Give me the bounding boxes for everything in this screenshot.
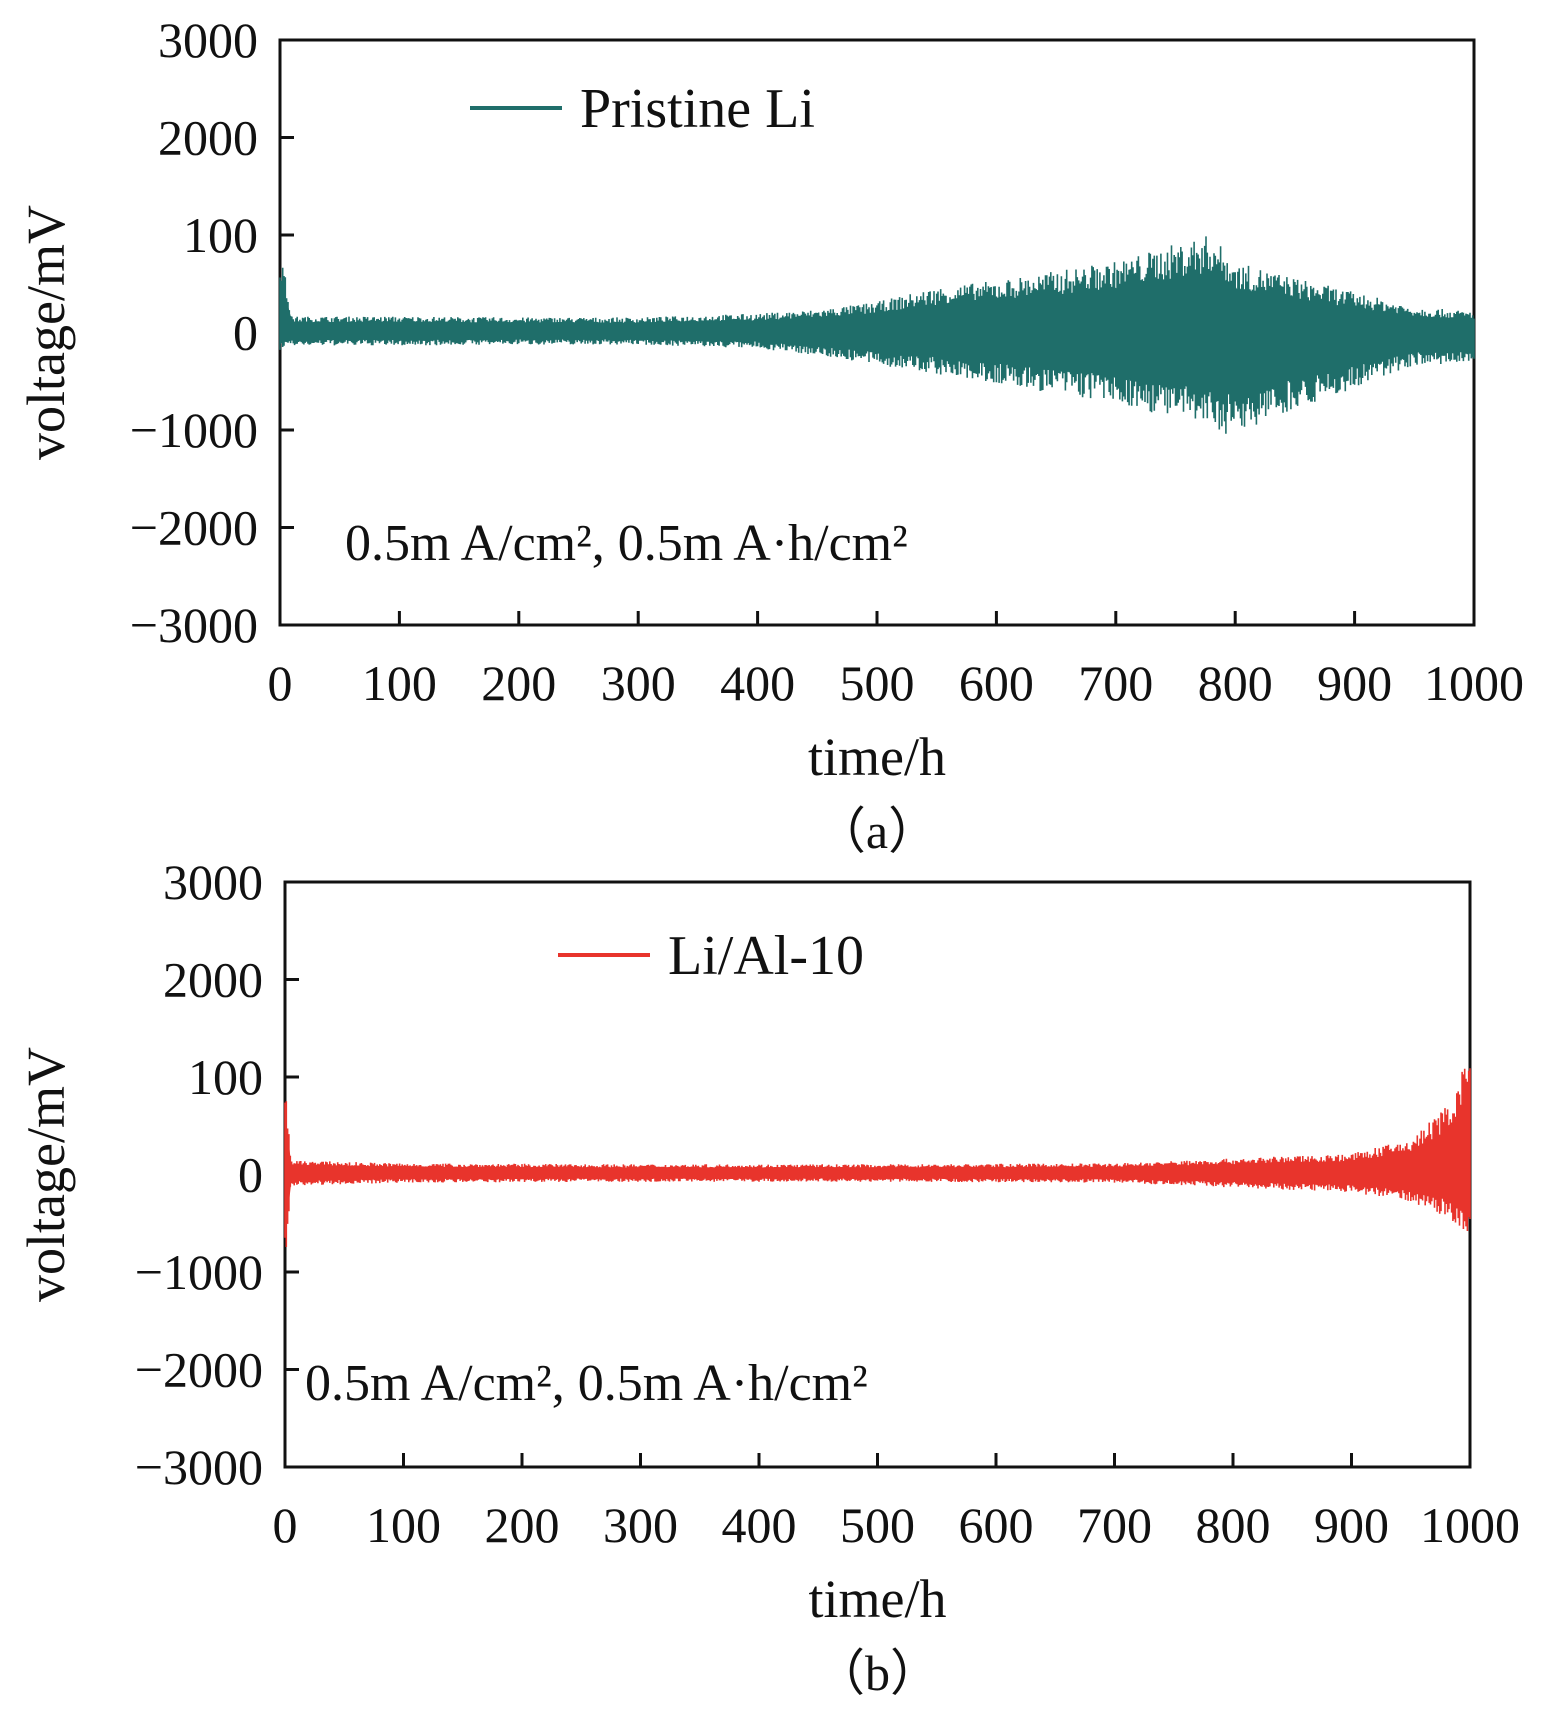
x-tick-label: 600 xyxy=(959,655,1034,711)
legend-label: Pristine Li xyxy=(580,78,815,140)
y-tick-label: 0 xyxy=(233,305,258,361)
y-tick-label: 0 xyxy=(238,1147,263,1203)
legend: Li/Al-10 xyxy=(558,925,864,987)
y-tick-label: −3000 xyxy=(135,1439,263,1495)
y-tick-label: −3000 xyxy=(130,597,258,653)
y-tick-label: 3000 xyxy=(163,854,263,910)
annotation-text: 0.5m A/cm², 0.5m A·h/cm² xyxy=(305,1355,868,1412)
y-tick-label: 100 xyxy=(188,1049,263,1105)
y-tick-label: −2000 xyxy=(135,1342,263,1398)
panel-label: （b） xyxy=(815,1645,940,1701)
annotation-text: 0.5m A/cm², 0.5m A·h/cm² xyxy=(345,515,908,572)
x-tick-label: 300 xyxy=(603,1497,678,1553)
x-tick-label: 700 xyxy=(1077,1497,1152,1553)
y-tick-label: −2000 xyxy=(130,500,258,556)
x-tick-label: 500 xyxy=(840,1497,915,1553)
x-tick-label: 100 xyxy=(362,655,437,711)
x-tick-label: 900 xyxy=(1314,1497,1389,1553)
y-tick-label: 3000 xyxy=(158,12,258,68)
x-tick-label: 600 xyxy=(959,1497,1034,1553)
legend: Pristine Li xyxy=(470,78,815,140)
x-tick-label: 500 xyxy=(840,655,915,711)
x-tick-label: 800 xyxy=(1198,655,1273,711)
y-tick-label: 2000 xyxy=(158,110,258,166)
series-line xyxy=(279,236,1475,434)
panel-label: （a） xyxy=(816,803,938,859)
x-axis-title: time/h xyxy=(809,1569,947,1629)
y-tick-label: 100 xyxy=(183,207,258,263)
x-tick-label: 400 xyxy=(722,1497,797,1553)
x-tick-label: 700 xyxy=(1078,655,1153,711)
y-tick-label: 2000 xyxy=(163,952,263,1008)
legend-label: Li/Al-10 xyxy=(668,925,864,987)
series-0 xyxy=(284,1068,1471,1247)
y-tick-label: −1000 xyxy=(130,402,258,458)
x-tick-label: 200 xyxy=(481,655,556,711)
x-tick-label: 400 xyxy=(720,655,795,711)
x-tick-label: 100 xyxy=(366,1497,441,1553)
series-0 xyxy=(279,236,1475,434)
y-axis-title: voltage/mV xyxy=(16,205,76,460)
x-axis-title: time/h xyxy=(808,727,946,787)
x-tick-label: 0 xyxy=(268,655,293,711)
y-axis-title: voltage/mV xyxy=(16,1047,76,1302)
y-tick-label: −1000 xyxy=(135,1244,263,1300)
x-tick-label: 0 xyxy=(273,1497,298,1553)
series-line xyxy=(284,1068,1471,1247)
x-tick-label: 900 xyxy=(1317,655,1392,711)
x-tick-label: 200 xyxy=(485,1497,560,1553)
x-tick-label: 1000 xyxy=(1424,655,1524,711)
x-tick-label: 1000 xyxy=(1420,1497,1520,1553)
x-tick-label: 800 xyxy=(1196,1497,1271,1553)
x-tick-label: 300 xyxy=(601,655,676,711)
